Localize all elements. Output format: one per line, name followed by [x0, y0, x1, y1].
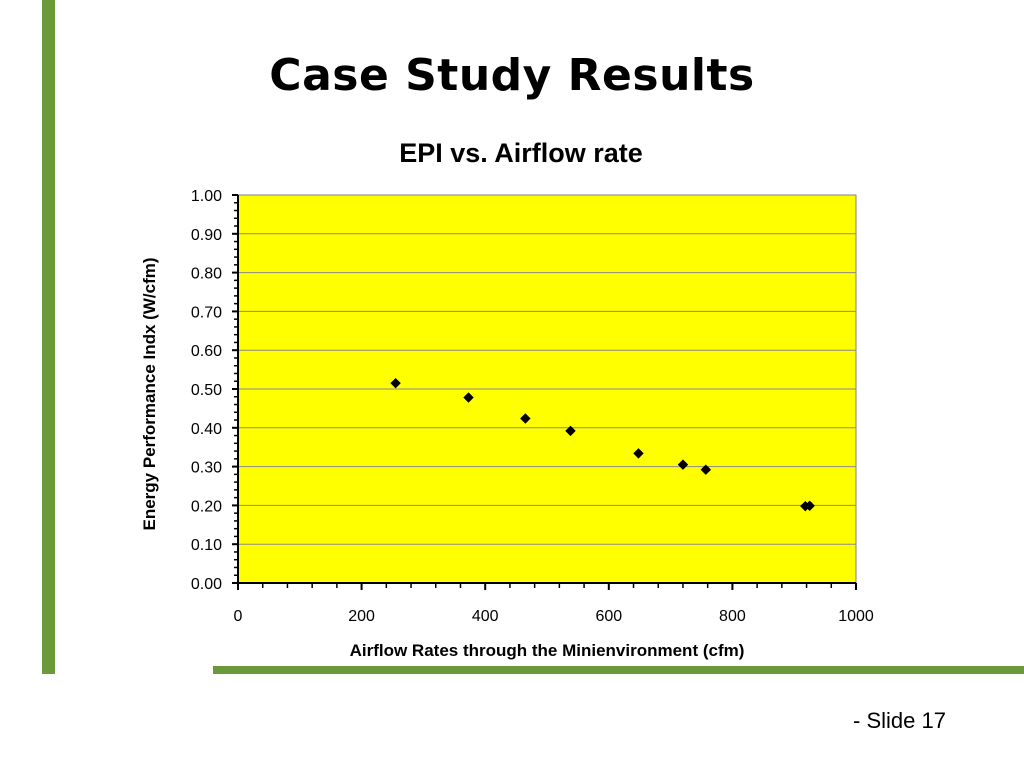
y-tick-label: 0.90	[191, 227, 222, 244]
y-tick-labels: 0.00 0.10 0.20 0.30 0.40 0.50 0.60 0.70 0.80 0.90…	[191, 188, 222, 593]
y-tick-label: 0.60	[191, 343, 222, 360]
x-tick-label: 800	[719, 608, 746, 625]
y-tick-label: 0.70	[191, 304, 222, 321]
data-points	[390, 377, 815, 512]
data-point	[463, 392, 474, 403]
data-point	[520, 413, 531, 424]
y-axis-label: Energy Performance Indx (W/cfm)	[140, 257, 159, 530]
chart-title: EPI vs. Airflow rate	[399, 138, 643, 168]
x-tick-label: 0	[234, 608, 243, 625]
data-point	[700, 464, 712, 475]
scatter-chart: EPI vs. Airflow rate 0.00 0.10 0.20 0.30 0.4…	[140, 138, 874, 660]
y-tick-label: 0.30	[191, 460, 222, 477]
bottom-accent-bar	[213, 666, 1024, 674]
data-point	[677, 459, 689, 470]
x-tick-label: 1000	[838, 608, 874, 625]
y-tick-label: 0.50	[191, 382, 222, 399]
y-tick-label: 0.40	[191, 421, 222, 438]
x-tick-label: 600	[595, 608, 622, 625]
y-tick-label: 1.00	[191, 188, 222, 205]
y-tick-label: 0.10	[191, 537, 222, 554]
x-tick-labels: 0 200 400 600 800 1000	[234, 608, 874, 625]
axes	[232, 194, 857, 590]
data-point	[565, 425, 576, 437]
slide-number: - Slide 17	[853, 708, 946, 733]
data-point	[804, 500, 815, 511]
left-accent-bar	[42, 0, 55, 674]
data-point	[633, 448, 644, 459]
data-point	[390, 377, 401, 389]
y-tick-label: 0.20	[191, 498, 222, 515]
y-tick-label: 0.80	[191, 266, 222, 283]
y-tick-label: 0.00	[191, 576, 222, 593]
slide-title: Case Study Results	[269, 50, 755, 101]
x-tick-label: 400	[472, 608, 499, 625]
x-tick-label: 200	[348, 608, 375, 625]
x-axis-label: Airflow Rates through the Minienvironmen…	[350, 641, 745, 660]
gridlines	[238, 233, 856, 545]
